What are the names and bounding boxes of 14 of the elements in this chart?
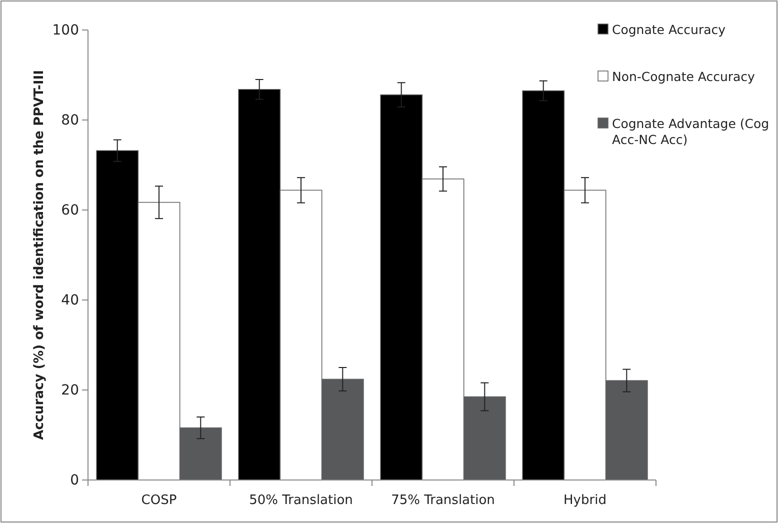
y-tick-label: 60: [61, 202, 79, 218]
y-tick-label: 40: [61, 292, 79, 308]
x-tick-label: 75% Translation: [391, 493, 495, 508]
x-tick-label: 50% Translation: [249, 493, 353, 508]
y-tick-label: 80: [61, 112, 79, 128]
x-tick-label: COSP: [141, 493, 177, 508]
y-tick-label: 100: [52, 22, 79, 38]
x-tick-label: Hybrid: [564, 493, 606, 508]
y-tick-label: 20: [61, 382, 79, 398]
legend-label: Cognate Advantage (Cog Acc-NC Acc): [612, 116, 770, 147]
y-tick-label: 0: [70, 472, 79, 488]
legend-label: Cognate Accuracy: [612, 22, 726, 37]
legend-label: Non-Cognate Accuracy: [612, 69, 756, 84]
y-axis-title: Accuracy (%) of word identification on the PPVT-III: [32, 70, 47, 440]
